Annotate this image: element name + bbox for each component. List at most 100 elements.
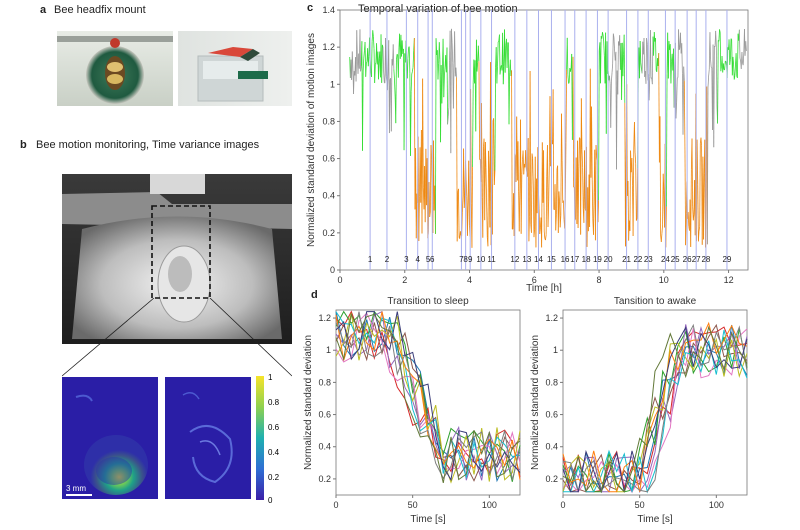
trace-segment: [359, 29, 361, 72]
trace-segment: [494, 67, 496, 171]
trace-segment: [602, 32, 604, 35]
trace-segment: [611, 63, 614, 73]
trace-segment: [385, 37, 387, 77]
y-tick-label: 0.2: [545, 474, 558, 484]
trace-segment: [718, 29, 720, 42]
trace-segment: [623, 34, 626, 103]
trace-segment: [456, 192, 459, 242]
colorbar-tick: 0.2: [268, 473, 280, 482]
trace-segment: [450, 28, 452, 154]
trace-segment: [412, 67, 414, 72]
trace-segment: [539, 227, 541, 234]
trace-segment: [481, 103, 483, 198]
trace-segment: [381, 44, 383, 83]
trace-segment: [410, 74, 413, 92]
trace-segment: [374, 64, 376, 83]
trace-segment: [395, 59, 397, 124]
trace-segment: [600, 36, 602, 84]
trace-segment: [661, 224, 663, 234]
y-tick-label: 0.6: [318, 410, 331, 420]
trace-segment: [468, 160, 470, 226]
event-label: 16: [561, 255, 570, 264]
trace-segment: [722, 63, 725, 70]
event-label: 17: [570, 255, 579, 264]
series-line: [562, 326, 748, 494]
trace-segment: [660, 233, 663, 242]
trace-segment: [729, 59, 731, 65]
trace-segment: [461, 196, 464, 213]
trace-segment: [543, 150, 545, 232]
trace-segment: [681, 43, 683, 74]
y-tick-label: 1.2: [318, 313, 331, 323]
trace-segment: [413, 38, 416, 210]
panel-letter-d: d: [311, 289, 318, 301]
trace-segment: [406, 58, 409, 79]
trace-segment: [745, 41, 747, 51]
trace-segment: [593, 192, 595, 235]
trace-segment: [433, 140, 435, 211]
trace-segment: [363, 50, 365, 59]
x-tick-label: 50: [408, 500, 418, 510]
trace-segment: [610, 81, 612, 128]
trace-segment: [351, 51, 354, 69]
trace-segment: [579, 137, 581, 139]
trace-segment: [504, 45, 507, 73]
trace-segment: [670, 61, 672, 84]
event-label: 5: [426, 255, 431, 264]
y-tick-label: 0.2: [318, 474, 331, 484]
trace-segment: [643, 38, 646, 77]
trace-segment: [533, 229, 536, 238]
trace-segment: [362, 58, 365, 72]
series-line: [562, 321, 748, 493]
plot-frame: [562, 309, 748, 496]
trace-segment: [428, 182, 431, 217]
series-line: [562, 323, 748, 493]
trace-segment: [733, 64, 735, 80]
trace-segment: [627, 181, 630, 241]
transition-to-sleep-chart: Transition to sleep 0.2 0.4 0.6 0.8 1 1.2 0 50 10…: [303, 296, 521, 525]
trace-segment: [444, 67, 446, 76]
trace-segment: [699, 143, 701, 227]
trace-segment: [704, 139, 706, 248]
trace-segment: [617, 41, 619, 95]
trace-segment: [725, 61, 727, 66]
trace-segment: [411, 71, 413, 75]
y-tick-label: 0.8: [545, 377, 558, 387]
trace-segment: [555, 168, 558, 215]
trace-segment: [441, 64, 443, 104]
trace-segment: [609, 75, 611, 84]
x-tick-label: 4: [467, 275, 472, 285]
series-line: [562, 325, 748, 493]
trace-segment: [545, 234, 547, 241]
trace-segment: [591, 179, 594, 219]
trace-segment: [719, 32, 722, 72]
event-label: 24: [661, 255, 670, 264]
trace-segment: [465, 179, 468, 197]
trace-segment: [683, 66, 685, 81]
event-label: 14: [534, 255, 543, 264]
chart-title: Tansition to awake: [614, 296, 697, 307]
trace-segment: [646, 38, 648, 45]
trace-segment: [739, 57, 742, 62]
trace-segment: [565, 69, 568, 143]
trace-segment: [394, 79, 396, 97]
trace-segment: [715, 45, 718, 106]
y-tick-label: 1.4: [322, 5, 335, 15]
bee-motion-grayscale-image: [62, 174, 292, 344]
trace-segment: [732, 56, 734, 65]
y-axis-label: Normalized standard deviation: [303, 335, 314, 470]
trace-segment: [738, 29, 741, 59]
headfix-photo-side: [178, 31, 292, 106]
trace-segment: [511, 70, 513, 230]
trace-segment: [497, 42, 499, 67]
x-tick-label: 8: [597, 275, 602, 285]
event-label: 7: [459, 255, 464, 264]
trace-segment: [476, 62, 479, 72]
trace-segment: [678, 47, 681, 51]
trace-segment: [710, 59, 712, 68]
trace-segment: [493, 118, 495, 185]
y-tick-label: 1: [326, 345, 331, 355]
event-label: 11: [487, 255, 496, 264]
trace-segment: [490, 62, 492, 246]
trace-segment: [387, 71, 389, 91]
